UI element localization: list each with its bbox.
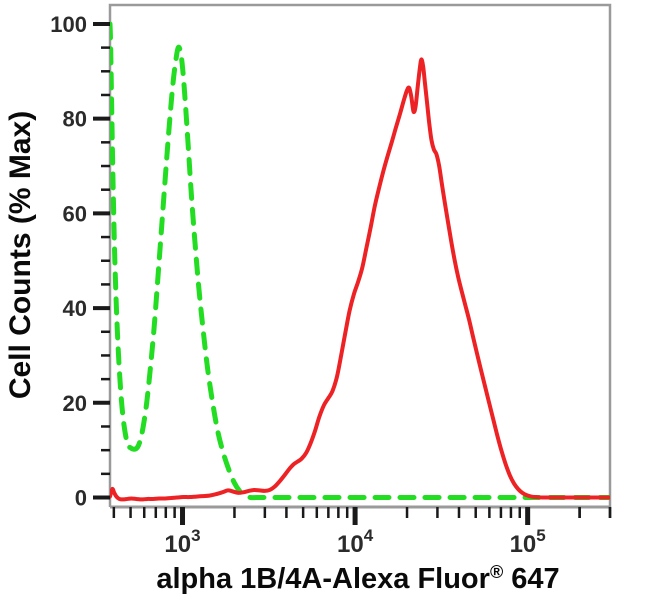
y-tick-label: 0 (75, 486, 87, 511)
x-tick-label: 103 (164, 526, 200, 558)
x-tick-label: 104 (337, 526, 374, 558)
series-line-stained (110, 57, 610, 502)
plot-frame-path (108, 3, 612, 507)
data-series-group (110, 21, 610, 502)
series-line-control (110, 21, 610, 501)
y-tick-label: 20 (63, 391, 87, 416)
x-tick-label-exponent: 5 (536, 526, 545, 545)
y-axis-title: Cell Counts (% Max) (4, 111, 37, 399)
x-tick-label-base: 10 (337, 531, 364, 558)
x-tick-label-exponent: 3 (191, 526, 200, 545)
y-axis-ticks (93, 21, 110, 500)
y-axis-tick-labels: 0 20 40 60 80 100 (50, 12, 87, 511)
x-tick-label-base: 10 (164, 531, 191, 558)
x-tick-label-base: 10 (510, 531, 537, 558)
x-axis-title-main: alpha 1B/4A-Alexa Fluor (156, 563, 490, 595)
registered-mark-icon: ® (490, 562, 503, 582)
x-axis-title-suffix: 647 (503, 563, 559, 595)
y-tick-label: 100 (50, 12, 87, 37)
x-axis-title: alpha 1B/4A-Alexa Fluor® 647 (156, 562, 559, 595)
x-axis-ticks (112, 507, 612, 525)
x-axis-tick-labels: 103 104 105 (164, 526, 545, 558)
y-tick-label: 40 (63, 296, 87, 321)
y-tick-label: 60 (63, 201, 87, 226)
x-tick-label: 105 (510, 526, 546, 558)
y-tick-label: 80 (63, 107, 87, 132)
x-tick-label-exponent: 4 (364, 526, 374, 545)
